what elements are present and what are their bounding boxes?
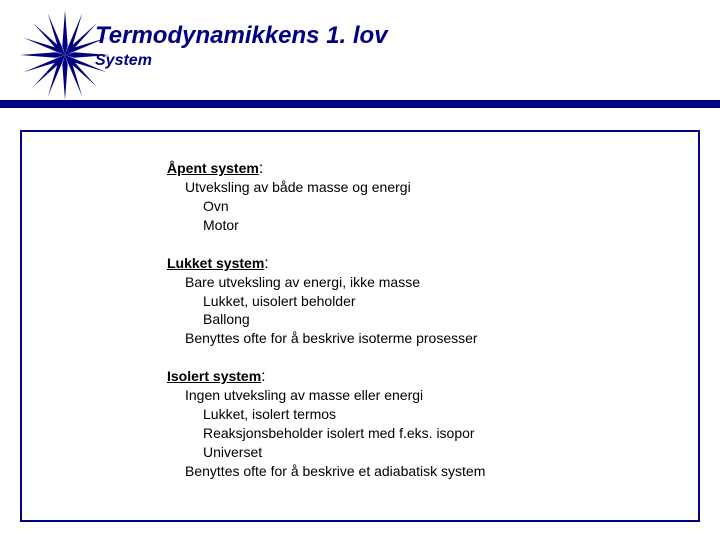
- section-line: Motor: [167, 216, 678, 235]
- section-line: Lukket, uisolert beholder: [167, 292, 678, 311]
- slide-title: Termodynamikkens 1. lov: [95, 22, 720, 50]
- section-line: Reaksjonsbeholder isolert med f.eks. iso…: [167, 424, 678, 443]
- section-line: Bare utveksling av energi, ikke masse: [167, 273, 678, 292]
- section-line: Ingen utveksling av masse eller energi: [167, 386, 678, 405]
- section-line: Benyttes ofte for å beskrive isoterme pr…: [167, 329, 678, 348]
- section-line: Lukket, isolert termos: [167, 405, 678, 424]
- star-icon: [20, 10, 110, 100]
- slide-header: Termodynamikkens 1. lov System: [0, 0, 720, 115]
- section-closed-system: Lukket system: Bare utveksling av energi…: [167, 255, 678, 349]
- header-divider: [0, 100, 720, 108]
- section-line: Benyttes ofte for å beskrive et adiabati…: [167, 462, 678, 481]
- section-line: Utveksling av både masse og energi: [167, 178, 678, 197]
- section-title: Isolert system:: [167, 368, 678, 386]
- section-line: Universet: [167, 443, 678, 462]
- section-line: Ballong: [167, 310, 678, 329]
- slide-subtitle: System: [95, 52, 720, 70]
- content-box: Åpent system: Utveksling av både masse o…: [20, 130, 700, 522]
- section-line: Ovn: [167, 197, 678, 216]
- section-isolated-system: Isolert system: Ingen utveksling av mass…: [167, 368, 678, 480]
- section-open-system: Åpent system: Utveksling av både masse o…: [167, 160, 678, 235]
- section-title: Lukket system:: [167, 255, 678, 273]
- section-title: Åpent system:: [167, 160, 678, 178]
